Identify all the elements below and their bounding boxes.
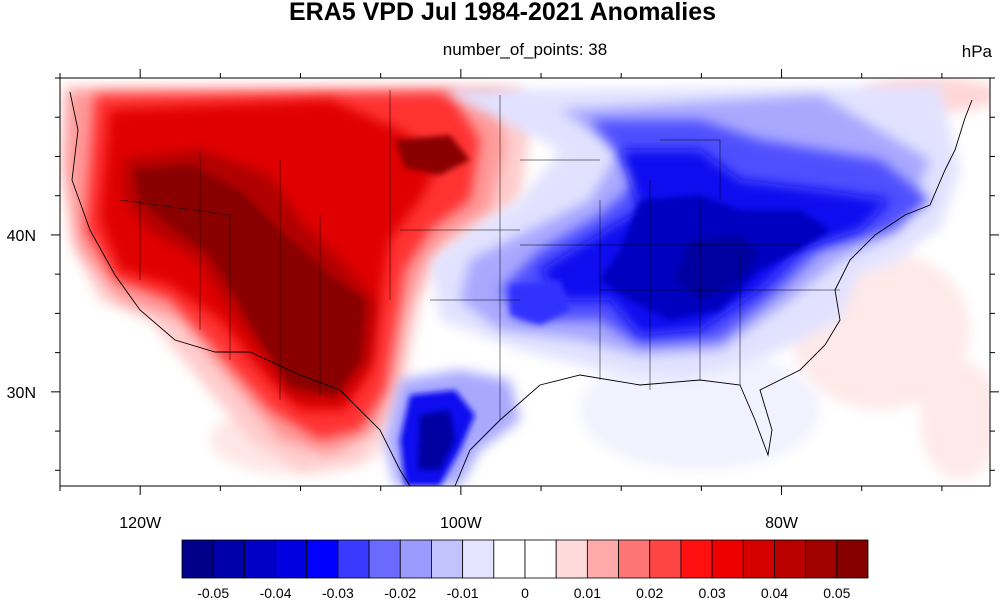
colorbar-swatch xyxy=(586,539,619,579)
colorbar-swatch xyxy=(649,539,682,579)
colorbar-label: -0.04 xyxy=(260,585,292,601)
us-outline xyxy=(69,91,973,486)
colorbar-swatch xyxy=(337,539,370,579)
axis-ticks xyxy=(51,69,999,495)
x-tick-label-120w: 120W xyxy=(119,515,162,532)
colorbar-label: 0.04 xyxy=(761,585,788,601)
colorbar-swatch xyxy=(212,539,245,579)
colorbar-swatch xyxy=(524,539,557,579)
colorbar-label: -0.01 xyxy=(447,585,479,601)
plot-frame xyxy=(59,77,991,487)
colorbar-swatch xyxy=(275,539,308,579)
colorbar-swatch xyxy=(462,539,495,579)
colorbar-swatch xyxy=(680,539,713,579)
western-dry-anomaly xyxy=(62,86,530,470)
colorbar-swatch xyxy=(618,539,651,579)
colorbar-labels: -0.05 -0.04 -0.03 -0.02 -0.01 0 0.01 0.0… xyxy=(197,585,850,601)
colorbar-label: -0.02 xyxy=(384,585,416,601)
colorbar-swatch xyxy=(306,539,339,579)
y-tick-label-30n: 30N xyxy=(7,385,36,402)
y-tick-label-40n: 40N xyxy=(7,228,36,245)
units-label: hPa xyxy=(961,42,992,61)
colorbar-label: 0 xyxy=(521,585,529,601)
colorbar-label: -0.03 xyxy=(322,585,354,601)
map-title: ERA5 VPD Jul 1984-2021 Anomalies xyxy=(288,0,717,26)
colorbar-label: 0.01 xyxy=(574,585,601,601)
colorbar-swatch xyxy=(711,539,744,579)
x-tick-label-100w: 100W xyxy=(440,515,483,532)
colorbar-swatch xyxy=(805,539,838,579)
colorbar-swatch xyxy=(555,539,588,579)
colorbar-swatch xyxy=(243,539,276,579)
eastern-moist-anomaly xyxy=(430,86,960,380)
colorbar-label: -0.05 xyxy=(197,585,229,601)
colorbar-label: 0.03 xyxy=(698,585,725,601)
map-subtitle: number_of_points: 38 xyxy=(442,40,608,59)
x-tick-label-80w: 80W xyxy=(765,515,799,532)
colorbar-swatch xyxy=(431,539,464,579)
colorbar-label: 0.05 xyxy=(823,585,850,601)
colorbar-swatch xyxy=(836,539,869,579)
colorbar-swatch xyxy=(493,539,526,579)
colorbar-swatch xyxy=(181,539,214,579)
state-borders xyxy=(119,90,840,420)
colorbar-swatch xyxy=(742,539,775,579)
anomaly-field xyxy=(60,78,990,486)
colorbar-swatch xyxy=(368,539,401,579)
colorbar-label: 0.02 xyxy=(636,585,663,601)
colorbar xyxy=(181,539,869,579)
colorbar-swatch xyxy=(399,539,432,579)
colorbar-swatch xyxy=(774,539,807,579)
south-texas-moist-anomaly xyxy=(385,370,520,486)
